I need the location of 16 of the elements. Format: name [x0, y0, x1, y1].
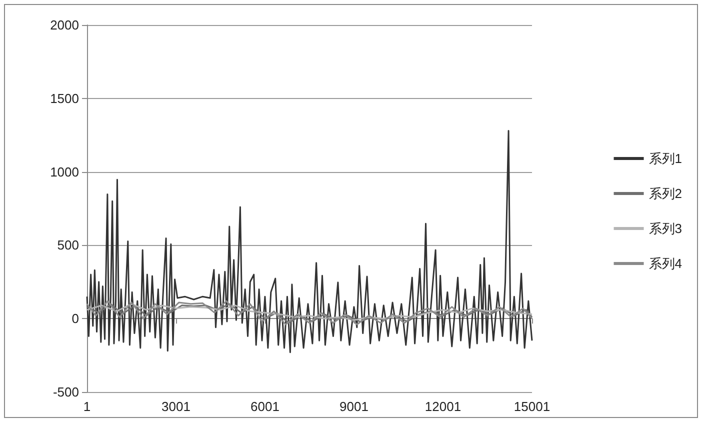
legend-label: 系列3	[648, 221, 682, 236]
legend-label: 系列2	[648, 186, 682, 201]
x-tick-label: 12001	[424, 399, 462, 414]
y-tick-label: 1000	[50, 164, 79, 180]
legend-label: 系列1	[648, 151, 682, 166]
y-tick-label: 1500	[50, 90, 79, 106]
y-tick-label: 2000	[50, 18, 79, 32]
x-tick-label: 1	[83, 399, 91, 414]
x-tick-label: 15001	[514, 399, 550, 414]
x-tick-label: 6001	[250, 399, 280, 414]
y-tick-label: -500	[52, 384, 79, 400]
x-tick-label: 9001	[340, 399, 368, 414]
legend-label: 系列4	[648, 256, 682, 271]
y-tick-label: 500	[57, 238, 79, 253]
x-tick-label: 3001	[162, 399, 190, 414]
y-tick-label: 0	[72, 311, 79, 326]
